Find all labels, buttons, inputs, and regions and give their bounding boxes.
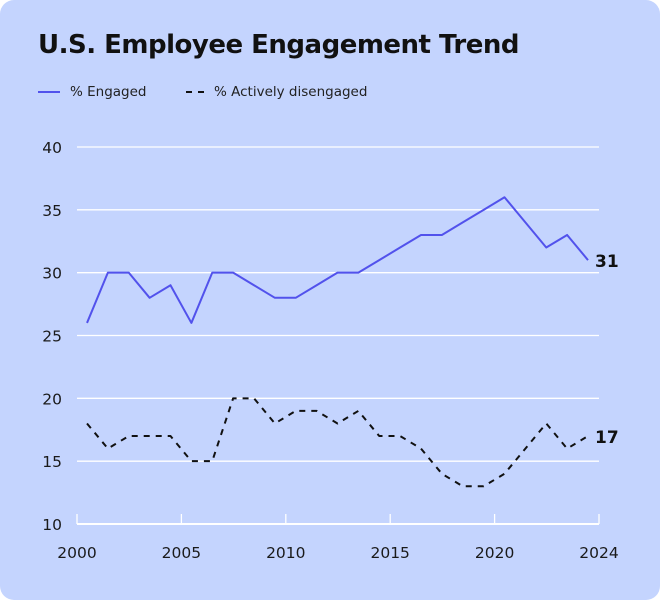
data-point	[504, 196, 506, 198]
x-tick-label: 2020	[475, 544, 514, 562]
legend-label-disengaged: % Actively disengaged	[214, 84, 368, 100]
data-point	[483, 485, 485, 487]
data-point	[232, 397, 234, 399]
legend-item-engaged: % Engaged	[38, 84, 147, 100]
y-tick-label: 35	[42, 202, 62, 220]
data-point	[587, 435, 589, 437]
data-point	[86, 422, 88, 424]
data-point	[149, 297, 151, 299]
data-point	[357, 410, 359, 412]
data-point	[107, 272, 109, 274]
data-point	[483, 209, 485, 211]
x-tick-label: 2024	[579, 544, 618, 562]
data-point	[316, 410, 318, 412]
data-point	[462, 221, 464, 223]
data-point	[566, 234, 568, 236]
data-point	[462, 485, 464, 487]
data-point	[274, 422, 276, 424]
data-point	[378, 435, 380, 437]
data-point	[587, 259, 589, 261]
y-tick-label: 20	[42, 390, 62, 408]
data-point	[399, 247, 401, 249]
legend-solid-line-icon	[38, 91, 60, 93]
x-tick-label: 2015	[370, 544, 409, 562]
data-point	[337, 272, 339, 274]
data-point	[86, 322, 88, 324]
y-tick-label: 10	[42, 516, 62, 534]
data-point	[378, 259, 380, 261]
data-point	[566, 448, 568, 450]
data-point	[149, 435, 151, 437]
data-point	[274, 297, 276, 299]
end-value-label: 31	[595, 252, 619, 272]
data-point	[295, 410, 297, 412]
data-point	[357, 272, 359, 274]
data-point	[211, 272, 213, 274]
data-point	[232, 272, 234, 274]
data-point	[420, 448, 422, 450]
chart-title: U.S. Employee Engagement Trend	[38, 30, 520, 60]
data-point	[170, 435, 172, 437]
data-point	[524, 448, 526, 450]
disengaged-line	[86, 397, 589, 488]
y-tick-label: 15	[42, 453, 62, 471]
x-tick-label: 2010	[266, 544, 305, 562]
data-point	[295, 297, 297, 299]
data-point	[545, 247, 547, 249]
end-value-label: 17	[595, 428, 619, 448]
data-point	[545, 422, 547, 424]
legend-label-engaged: % Engaged	[70, 84, 147, 100]
data-point	[316, 284, 318, 286]
data-point	[524, 221, 526, 223]
data-point	[190, 322, 192, 324]
data-point	[420, 234, 422, 236]
data-point	[253, 397, 255, 399]
y-tick-label: 30	[42, 265, 62, 283]
legend-item-disengaged: % Actively disengaged	[186, 84, 367, 100]
data-point	[211, 460, 213, 462]
data-point	[107, 448, 109, 450]
y-tick-label: 40	[42, 139, 62, 157]
y-tick-label: 25	[42, 328, 62, 346]
data-point	[337, 422, 339, 424]
data-point	[441, 234, 443, 236]
data-point	[253, 284, 255, 286]
data-point	[190, 460, 192, 462]
legend-dashed-line-icon	[186, 91, 204, 93]
x-tick-label: 2005	[162, 544, 201, 562]
data-point	[128, 435, 130, 437]
data-point	[441, 473, 443, 475]
data-point	[170, 284, 172, 286]
data-point	[128, 272, 130, 274]
engaged-line	[86, 196, 589, 324]
x-tick-label: 2000	[57, 544, 96, 562]
data-point	[399, 435, 401, 437]
data-point	[504, 473, 506, 475]
